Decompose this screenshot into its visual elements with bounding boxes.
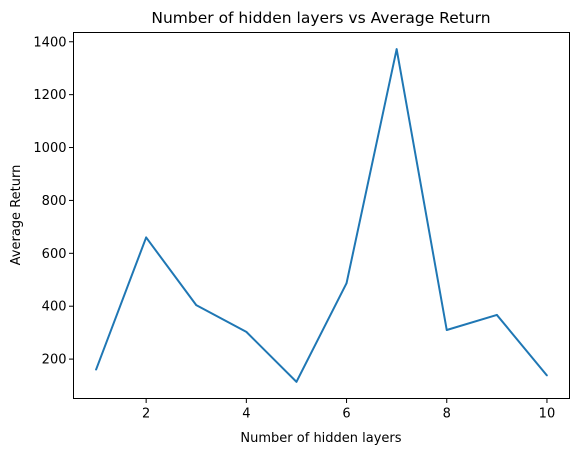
data-point (445, 329, 448, 331)
plot-area (95, 48, 548, 383)
axes-frame (73, 32, 570, 399)
series-line (95, 48, 548, 383)
y-tick-label: 1400 (33, 35, 66, 50)
data-point (345, 282, 348, 285)
y-tick-label: 1000 (33, 141, 66, 156)
y-tick-label: 1200 (33, 88, 66, 103)
data-point (295, 380, 298, 383)
x-tick-label: 4 (242, 407, 250, 422)
x-tick-label: 10 (539, 407, 556, 422)
chart-title: Number of hidden layers vs Average Retur… (151, 9, 490, 27)
y-tick-label: 600 (42, 247, 67, 262)
x-axis: 2 4 6 8 10 (142, 398, 556, 422)
y-tick-label: 800 (42, 194, 67, 209)
y-axis-label: Average Return (9, 165, 24, 266)
data-point (495, 314, 498, 316)
data-point (145, 236, 148, 239)
x-tick-label: 2 (142, 407, 150, 422)
data-point (195, 304, 198, 307)
data-point (546, 374, 548, 377)
y-axis: 200 400 600 800 1000 1200 1400 (33, 35, 74, 368)
x-axis-label: Number of hidden layers (240, 431, 401, 446)
y-tick-label: 400 (42, 300, 67, 315)
y-tick-label: 200 (42, 353, 67, 368)
x-tick-label: 6 (342, 407, 350, 422)
x-tick-label: 8 (443, 407, 451, 422)
data-point (95, 368, 97, 371)
data-point (245, 330, 248, 333)
data-point (395, 48, 398, 51)
